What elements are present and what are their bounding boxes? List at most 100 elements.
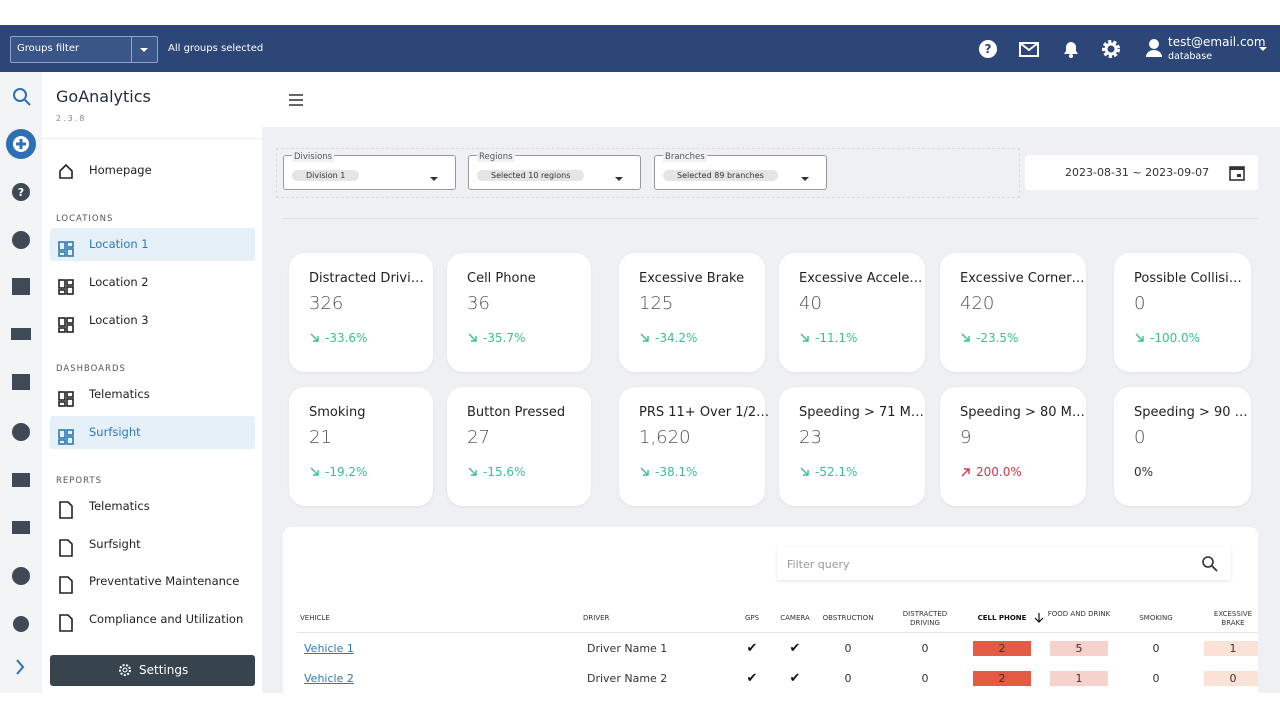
kpi-card: Speeding > 80 M… 9 200.0% <box>940 387 1086 506</box>
user-db: database <box>1168 51 1213 62</box>
kpi-change-text: -38.1% <box>655 465 698 479</box>
nav-item[interactable]: Surfsight <box>50 528 255 561</box>
kpi-card: Excessive Brake 125 -34.2% <box>619 253 765 372</box>
nav-item[interactable]: Location 1 <box>50 228 255 261</box>
kpi-change: -100.0% <box>1134 331 1200 345</box>
groups-selected: All groups selected <box>168 43 264 54</box>
menu-icon[interactable] <box>289 94 303 106</box>
nav-item[interactable]: Telematics <box>50 490 255 523</box>
nav-item[interactable]: Compliance and Utilization <box>50 603 255 636</box>
kpi-value: 36 <box>467 293 490 314</box>
kpi-title: Speeding > 71 M… <box>799 405 924 420</box>
nav-item[interactable]: Location 2 <box>50 266 255 299</box>
trend-up-icon <box>960 465 976 479</box>
grid-icon <box>58 275 74 295</box>
kpi-title: Possible Collisi… <box>1134 271 1242 286</box>
kpi-card: Possible Collisi… 0 -100.0% <box>1114 253 1251 372</box>
table-cell: ✔ <box>746 641 758 656</box>
column-header: GPS <box>744 614 760 622</box>
kpi-title: Excessive Corner… <box>960 271 1085 286</box>
kpi-value: 1,620 <box>639 427 691 448</box>
date-picker[interactable]: 2023-08-31 ~ 2023-09-07 <box>1025 155 1258 190</box>
kpi-change-text: -100.0% <box>1150 331 1201 345</box>
groups-filter-label: Groups filter <box>17 43 80 54</box>
nav-item[interactable]: Homepage <box>50 154 255 187</box>
grid-icon <box>58 237 74 257</box>
nav-label: Location 3 <box>89 313 149 327</box>
column-header: VEHICLE <box>300 614 330 622</box>
kpi-change: -19.2% <box>309 465 367 479</box>
kpi-title: Button Pressed <box>467 405 566 420</box>
table-cell: ✔ <box>789 641 801 656</box>
kpi-change-text: -19.2% <box>325 465 368 479</box>
help-icon[interactable]: ? <box>978 39 1000 59</box>
nav-label: Telematics <box>89 499 150 513</box>
divider <box>297 632 1258 633</box>
table-cell: 0 <box>921 642 929 655</box>
vehicle-link[interactable]: Vehicle 1 <box>304 642 354 655</box>
nav-item[interactable]: Telematics <box>50 378 255 411</box>
filter-area <box>276 148 1020 198</box>
kpi-change-text: -11.1% <box>815 331 858 345</box>
kpi-change: -15.6% <box>467 465 525 479</box>
filter-select[interactable]: Branches Selected 89 branches <box>654 152 827 190</box>
kpi-change-text: -35.7% <box>483 331 526 345</box>
nav-label: Telematics <box>89 387 150 401</box>
doc-icon <box>58 612 74 632</box>
nav-label: Surfsight <box>89 537 141 551</box>
trend-down-icon <box>639 331 655 345</box>
kpi-card: PRS 11+ Over 1/2… 1,620 -38.1% <box>619 387 769 506</box>
section-title: DASHBOARDS <box>56 364 126 374</box>
settings-button[interactable]: Settings <box>50 655 255 686</box>
table-cell: ✔ <box>789 671 801 686</box>
kpi-change: -34.2% <box>639 331 697 345</box>
kpi-card: Distracted Drivi… 326 -33.6% <box>289 253 433 372</box>
bell-icon[interactable] <box>1061 39 1081 59</box>
calendar-icon <box>1229 166 1245 181</box>
kpi-change: -11.1% <box>799 331 857 345</box>
trend-down-icon <box>960 331 976 345</box>
kpi-value: 125 <box>639 293 674 314</box>
kpi-card: Speeding > 90 … 0 0% <box>1114 387 1251 506</box>
grid-icon <box>58 387 74 407</box>
trend-down-icon <box>799 331 815 345</box>
trend-down-icon <box>799 465 815 479</box>
kpi-value: 0 <box>1134 293 1146 314</box>
groups-filter[interactable]: Groups filter <box>10 36 158 63</box>
kpi-card: Smoking 21 -19.2% <box>289 387 433 506</box>
nav-item[interactable]: Surfsight <box>50 416 255 449</box>
caret-icon <box>614 168 624 187</box>
filter-select[interactable]: Divisions Division 1 <box>283 152 456 190</box>
filter-label: Divisions <box>292 152 335 162</box>
caret-icon <box>429 168 439 187</box>
user-icon[interactable] <box>1145 38 1163 58</box>
trend-down-icon <box>639 465 655 479</box>
kpi-change-text: -23.5% <box>976 331 1019 345</box>
trend-down-icon <box>467 465 483 479</box>
grid-icon <box>58 425 74 445</box>
vehicle-link[interactable]: Vehicle 2 <box>304 672 354 685</box>
nav-label: Preventative Maintenance <box>89 574 240 588</box>
grid-icon <box>58 313 74 333</box>
table-cell: 2 <box>973 641 1031 656</box>
column-header: DRIVER <box>583 614 610 622</box>
kpi-title: Cell Phone <box>467 271 536 286</box>
kpi-card: Excessive Accele… 40 -11.1% <box>779 253 925 372</box>
kpi-change: 200.0% <box>960 465 1022 479</box>
kpi-value: 23 <box>799 427 822 448</box>
caret-icon[interactable] <box>1258 45 1268 53</box>
filter-query-input[interactable]: Filter query <box>777 547 1231 580</box>
kpi-value: 27 <box>467 427 490 448</box>
mail-icon[interactable] <box>1019 42 1041 58</box>
kpi-title: Distracted Drivi… <box>309 271 424 286</box>
driver-cell: Driver Name 2 <box>587 672 668 685</box>
column-header: OBSTRUCTION <box>822 614 874 622</box>
gear-icon[interactable] <box>1101 39 1121 59</box>
nav-item[interactable]: Preventative Maintenance <box>50 565 255 598</box>
table-cell: ✔ <box>746 671 758 686</box>
doc-icon <box>58 499 74 519</box>
search-icon <box>1202 556 1218 572</box>
nav-item[interactable]: Location 3 <box>50 304 255 337</box>
filter-select[interactable]: Regions Selected 10 regions <box>468 152 641 190</box>
